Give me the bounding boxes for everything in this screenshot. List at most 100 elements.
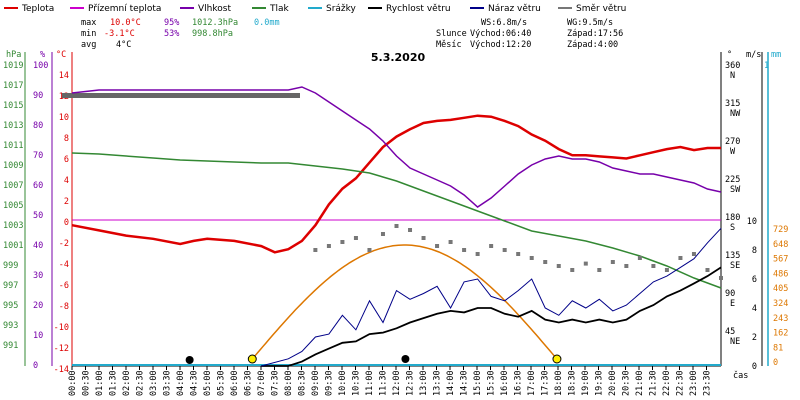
xtick-label: 08:00 xyxy=(284,370,294,396)
xtick-label: 09:30 xyxy=(325,370,335,396)
stats-max-press: 1012.3hPa xyxy=(192,18,238,28)
ytick-pct: 0 xyxy=(33,361,38,371)
x-axis-label: čas xyxy=(733,370,748,381)
ytick-mm: 81 xyxy=(773,343,783,353)
legend: Teplota Přízemní teplota Vlhkost Tlak Srážky… xyxy=(4,4,626,14)
stats-max-label: max xyxy=(81,18,96,28)
dir-point-22 xyxy=(610,260,615,264)
dir-point-14 xyxy=(502,248,507,252)
ytick-dir: 225 xyxy=(725,175,740,185)
ytick-deg: -2 xyxy=(59,239,69,249)
ytick-ms: 0 xyxy=(752,362,757,372)
xtick-label: 14:30 xyxy=(460,370,470,396)
xtick-label: 19:00 xyxy=(581,370,591,396)
ytick-hpa: 991 xyxy=(3,341,18,351)
stats-avg-label: avg xyxy=(81,40,96,50)
dir-point-21 xyxy=(597,268,602,272)
series-line-0 xyxy=(71,114,721,254)
ytick-deg: 0 xyxy=(64,218,69,228)
dir-point-28 xyxy=(691,252,696,256)
ytick-dir-name: S xyxy=(730,223,735,233)
ytick-hpa: 1005 xyxy=(3,201,23,211)
ytick-hpa: 1019 xyxy=(3,61,23,71)
sunset-icon xyxy=(552,354,562,364)
xtick-label: 06:00 xyxy=(230,370,240,396)
xtick-label: 07:30 xyxy=(271,370,281,396)
ytick-hpa: 995 xyxy=(3,301,18,311)
unit-ms: m/s xyxy=(746,50,761,60)
xtick-label: 11:00 xyxy=(365,370,375,396)
stats-max-temp: 10.0°C xyxy=(110,18,141,28)
ytick-ms: 10 xyxy=(747,217,757,227)
ytick-mm: 324 xyxy=(773,299,788,309)
dir-point-24 xyxy=(637,256,642,260)
stats-max-rain: 0.0mm xyxy=(254,18,280,28)
ytick-hpa: 1013 xyxy=(3,121,23,131)
ytick-dir: 90 xyxy=(725,289,735,299)
xtick-label: 20:30 xyxy=(622,370,632,396)
xtick-label: 22:00 xyxy=(662,370,672,396)
ytick-pct: 70 xyxy=(33,151,43,161)
ytick-hpa: 1001 xyxy=(3,241,23,251)
dir-point-18 xyxy=(556,264,561,268)
ytick-hpa: 1007 xyxy=(3,181,23,191)
ytick-hpa: 1011 xyxy=(3,141,23,151)
xtick-label: 19:30 xyxy=(595,370,605,396)
dir-point-12 xyxy=(475,252,480,256)
wind-sun-info: WS:6.8m/s WG:9.5m/s Slunce Východ:06:40 … xyxy=(436,18,623,50)
wind-ws: WS:6.8m/s xyxy=(481,18,527,28)
xtick-label: 23:00 xyxy=(689,370,699,396)
legend-label-1: Přízemní teplota xyxy=(88,4,161,14)
ytick-pct: 60 xyxy=(33,181,43,191)
ytick-deg: 10 xyxy=(59,113,69,123)
xtick-label: 22:30 xyxy=(676,370,686,396)
xtick-label: 18:30 xyxy=(568,370,578,396)
series-line-6 xyxy=(261,227,722,367)
xtick-label: 04:30 xyxy=(190,370,200,396)
xtick-label: 14:00 xyxy=(446,370,456,396)
stats-min-press: 998.8hPa xyxy=(192,29,233,39)
xtick-label: 12:30 xyxy=(406,370,416,396)
xtick-label: 08:30 xyxy=(298,370,308,396)
dir-point-15 xyxy=(516,252,521,256)
ytick-dir-name: NW xyxy=(730,109,741,119)
legend-label-6: Náraz větru xyxy=(488,4,541,14)
dir-point-7 xyxy=(408,228,413,232)
dir-point-29 xyxy=(705,268,710,272)
stats-min-hum: 53% xyxy=(164,29,179,39)
ytick-hpa: 1015 xyxy=(3,101,23,111)
dir-point-5 xyxy=(380,232,385,236)
ytick-mm: 486 xyxy=(773,269,788,279)
xtick-label: 07:00 xyxy=(257,370,267,396)
ytick-hpa: 1003 xyxy=(3,221,23,231)
xtick-label: 23:30 xyxy=(703,370,713,396)
xtick-label: 17:00 xyxy=(527,370,537,396)
legend-label-0: Teplota xyxy=(21,4,54,14)
ytick-mm: 162 xyxy=(773,329,788,339)
dir-point-20 xyxy=(583,261,588,266)
ytick-hpa: 993 xyxy=(3,321,18,331)
xtick-label: 21:00 xyxy=(635,370,645,396)
sun-path xyxy=(251,244,556,360)
dir-point-30 xyxy=(719,276,723,280)
ytick-dir-name: E xyxy=(730,299,735,309)
series-line-3 xyxy=(71,152,722,289)
dir-point-4 xyxy=(367,248,372,252)
ytick-dir: 315 xyxy=(725,99,740,109)
xtick-label: 05:00 xyxy=(203,370,213,396)
ytick-dir: 270 xyxy=(725,137,740,147)
xtick-label: 16:00 xyxy=(500,370,510,396)
ytick-hpa: 1017 xyxy=(3,81,23,91)
unit-deg: °C xyxy=(56,50,66,60)
ytick-deg: 14 xyxy=(59,71,69,81)
ytick-pct: 10 xyxy=(33,331,43,341)
ytick-dir-name: SE xyxy=(730,261,740,271)
chart-title: 5.3.2020 xyxy=(371,51,426,64)
xtick-label: 12:00 xyxy=(392,370,402,396)
moon-rise: Východ:12:20 xyxy=(470,40,531,50)
ytick-deg: -14 xyxy=(54,365,69,375)
ytick-pct: 50 xyxy=(33,211,43,221)
ytick-ms: 8 xyxy=(752,246,757,256)
dir-point-10 xyxy=(448,240,453,244)
ytick-pct: 90 xyxy=(33,91,43,101)
